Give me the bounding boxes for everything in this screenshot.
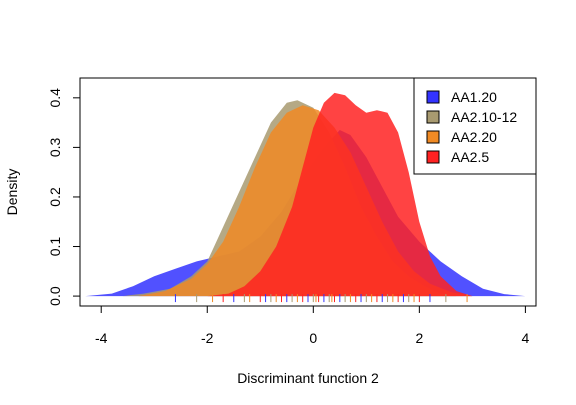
y-axis: 0.0 0.1 0.2 0.3 0.4	[47, 88, 81, 306]
y-tick-label: 0.4	[47, 88, 63, 108]
legend-label: AA2.5	[451, 149, 489, 165]
legend-swatch	[426, 150, 440, 164]
legend-swatch	[426, 110, 440, 124]
x-tick-label: -4	[95, 330, 108, 346]
x-tick-label: 2	[415, 330, 423, 346]
x-axis-title: Discriminant function 2	[237, 370, 379, 386]
y-tick-label: 0.1	[47, 237, 63, 257]
legend-label: AA1.20	[451, 89, 497, 105]
legend: AA1.20 AA2.10-12 AA2.20 AA2.5	[413, 77, 537, 175]
y-tick-label: 0.0	[47, 286, 63, 306]
y-axis-title: Density	[4, 169, 20, 216]
density-areas	[85, 92, 526, 297]
density-area-4	[207, 92, 473, 297]
y-tick-label: 0.3	[47, 137, 63, 157]
legend-swatch	[426, 130, 440, 144]
legend-label: AA2.10-12	[451, 109, 517, 125]
legend-label: AA2.20	[451, 129, 497, 145]
rug-marks	[174, 294, 468, 303]
x-tick-label: 0	[309, 330, 317, 346]
legend-swatch	[426, 90, 440, 104]
y-tick-label: 0.2	[47, 187, 63, 207]
x-axis: -4 -2 0 2 4	[95, 305, 529, 346]
x-tick-label: -2	[201, 330, 214, 346]
x-tick-label: 4	[521, 330, 529, 346]
